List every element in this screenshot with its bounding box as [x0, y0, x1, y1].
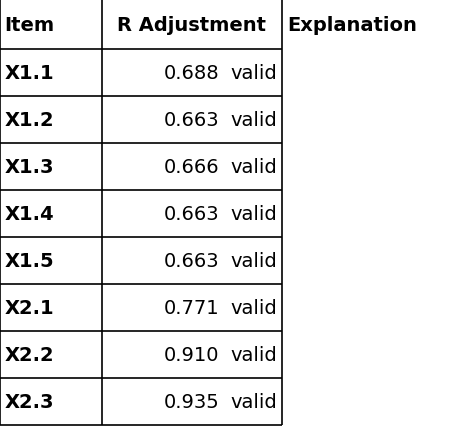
Text: 0.688: 0.688 [164, 64, 220, 83]
Text: valid: valid [230, 299, 277, 318]
Text: valid: valid [230, 346, 277, 364]
Text: X1.5: X1.5 [5, 252, 55, 271]
Text: 0.910: 0.910 [164, 346, 220, 364]
Text: valid: valid [230, 392, 277, 411]
Text: X1.3: X1.3 [5, 158, 54, 177]
Text: 0.663: 0.663 [164, 111, 220, 130]
Text: R Adjustment: R Adjustment [118, 16, 266, 35]
Text: 0.663: 0.663 [164, 205, 220, 224]
Text: X2.2: X2.2 [5, 346, 55, 364]
Text: valid: valid [230, 111, 277, 130]
Text: X1.1: X1.1 [5, 64, 55, 83]
Text: valid: valid [230, 64, 277, 83]
Text: 0.666: 0.666 [164, 158, 220, 177]
Text: valid: valid [230, 205, 277, 224]
Text: 0.935: 0.935 [164, 392, 220, 411]
Text: X1.4: X1.4 [5, 205, 55, 224]
Text: 0.771: 0.771 [164, 299, 220, 318]
Text: valid: valid [230, 252, 277, 271]
Text: X2.3: X2.3 [5, 392, 54, 411]
Text: valid: valid [230, 158, 277, 177]
Text: X1.2: X1.2 [5, 111, 55, 130]
Text: Item: Item [5, 16, 55, 35]
Text: 0.663: 0.663 [164, 252, 220, 271]
Text: X2.1: X2.1 [5, 299, 55, 318]
Text: Explanation: Explanation [287, 16, 417, 35]
